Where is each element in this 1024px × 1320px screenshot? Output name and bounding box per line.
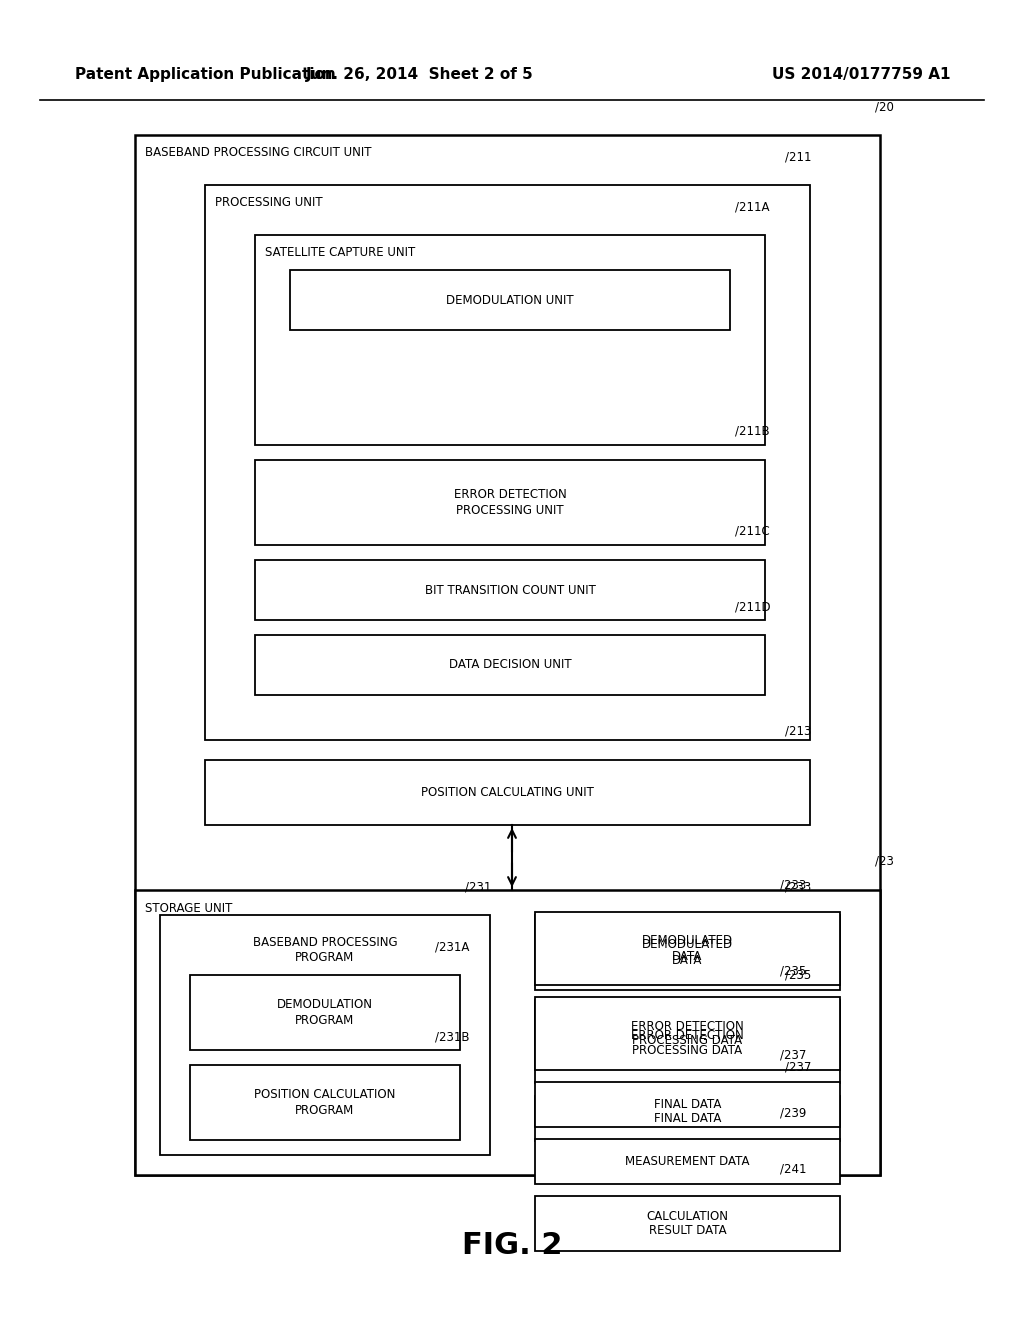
- Bar: [205, 760, 810, 825]
- Text: /237: /237: [780, 1049, 806, 1063]
- Text: /23: /23: [874, 855, 894, 869]
- Bar: [535, 997, 840, 1071]
- Bar: [190, 975, 460, 1049]
- Text: Jun. 26, 2014  Sheet 2 of 5: Jun. 26, 2014 Sheet 2 of 5: [306, 67, 534, 82]
- Text: DEMODULATED
DATA: DEMODULATED DATA: [642, 939, 733, 966]
- Text: FINAL DATA: FINAL DATA: [653, 1111, 721, 1125]
- Bar: [255, 560, 765, 620]
- Text: /233: /233: [785, 880, 811, 894]
- Bar: [535, 1001, 840, 1045]
- Text: CALCULATION
RESULT DATA: CALCULATION RESULT DATA: [646, 1209, 728, 1238]
- Text: ERROR DETECTION
PROCESSING DATA: ERROR DETECTION PROCESSING DATA: [631, 1030, 743, 1057]
- Text: US 2014/0177759 A1: US 2014/0177759 A1: [771, 67, 950, 82]
- Text: MEASUREMENT DATA: MEASUREMENT DATA: [626, 1155, 750, 1168]
- Text: BIT TRANSITION COUNT UNIT: BIT TRANSITION COUNT UNIT: [425, 583, 595, 597]
- Bar: [290, 271, 730, 330]
- Text: /211: /211: [785, 150, 811, 162]
- Bar: [535, 915, 840, 990]
- Bar: [535, 1139, 840, 1184]
- Text: FIG. 2: FIG. 2: [462, 1230, 562, 1259]
- Text: DEMODULATED
DATA: DEMODULATED DATA: [642, 935, 733, 962]
- Text: BASEBAND PROCESSING
PROGRAM: BASEBAND PROCESSING PROGRAM: [253, 936, 397, 964]
- Bar: [255, 235, 765, 445]
- Text: /237: /237: [785, 1061, 811, 1074]
- Text: DEMODULATION
PROGRAM: DEMODULATION PROGRAM: [278, 998, 373, 1027]
- Text: POSITION CALCULATION
PROGRAM: POSITION CALCULATION PROGRAM: [254, 1089, 395, 1117]
- Text: /20: /20: [874, 100, 894, 114]
- Text: /211B: /211B: [735, 425, 770, 438]
- Text: /211C: /211C: [735, 525, 770, 539]
- Text: /213: /213: [785, 725, 811, 738]
- Text: BASEBAND PROCESSING CIRCUIT UNIT: BASEBAND PROCESSING CIRCUIT UNIT: [145, 147, 372, 160]
- Text: /241: /241: [780, 1163, 807, 1176]
- Text: ERROR DETECTION
PROCESSING DATA: ERROR DETECTION PROCESSING DATA: [631, 1019, 743, 1048]
- Text: /235: /235: [780, 964, 806, 977]
- Text: STORAGE UNIT: STORAGE UNIT: [145, 902, 232, 915]
- Bar: [135, 135, 880, 1175]
- Text: PROCESSING UNIT: PROCESSING UNIT: [215, 197, 323, 210]
- Text: /231B: /231B: [435, 1030, 469, 1043]
- Text: /233: /233: [780, 879, 806, 892]
- Bar: [535, 1196, 840, 1251]
- Bar: [255, 459, 765, 545]
- Text: SATELLITE CAPTURE UNIT: SATELLITE CAPTURE UNIT: [265, 246, 416, 259]
- Text: /235: /235: [785, 968, 811, 981]
- Text: /239: /239: [780, 1106, 806, 1119]
- Text: /211A: /211A: [735, 201, 769, 213]
- Text: /211D: /211D: [735, 601, 771, 612]
- Bar: [535, 1096, 840, 1140]
- Text: POSITION CALCULATING UNIT: POSITION CALCULATING UNIT: [421, 785, 594, 799]
- Text: FINAL DATA: FINAL DATA: [653, 1098, 721, 1111]
- Text: /231A: /231A: [435, 940, 469, 953]
- Text: /231: /231: [465, 880, 492, 894]
- Bar: [535, 1082, 840, 1127]
- Text: ERROR DETECTION
PROCESSING UNIT: ERROR DETECTION PROCESSING UNIT: [454, 488, 566, 516]
- Bar: [135, 890, 880, 1175]
- Bar: [255, 635, 765, 696]
- Text: DATA DECISION UNIT: DATA DECISION UNIT: [449, 659, 571, 672]
- Text: DEMODULATION UNIT: DEMODULATION UNIT: [446, 293, 573, 306]
- Bar: [160, 915, 490, 1155]
- Bar: [190, 1065, 460, 1140]
- Bar: [535, 912, 840, 985]
- Bar: [205, 185, 810, 741]
- Text: Patent Application Publication: Patent Application Publication: [75, 67, 336, 82]
- Bar: [535, 1003, 840, 1082]
